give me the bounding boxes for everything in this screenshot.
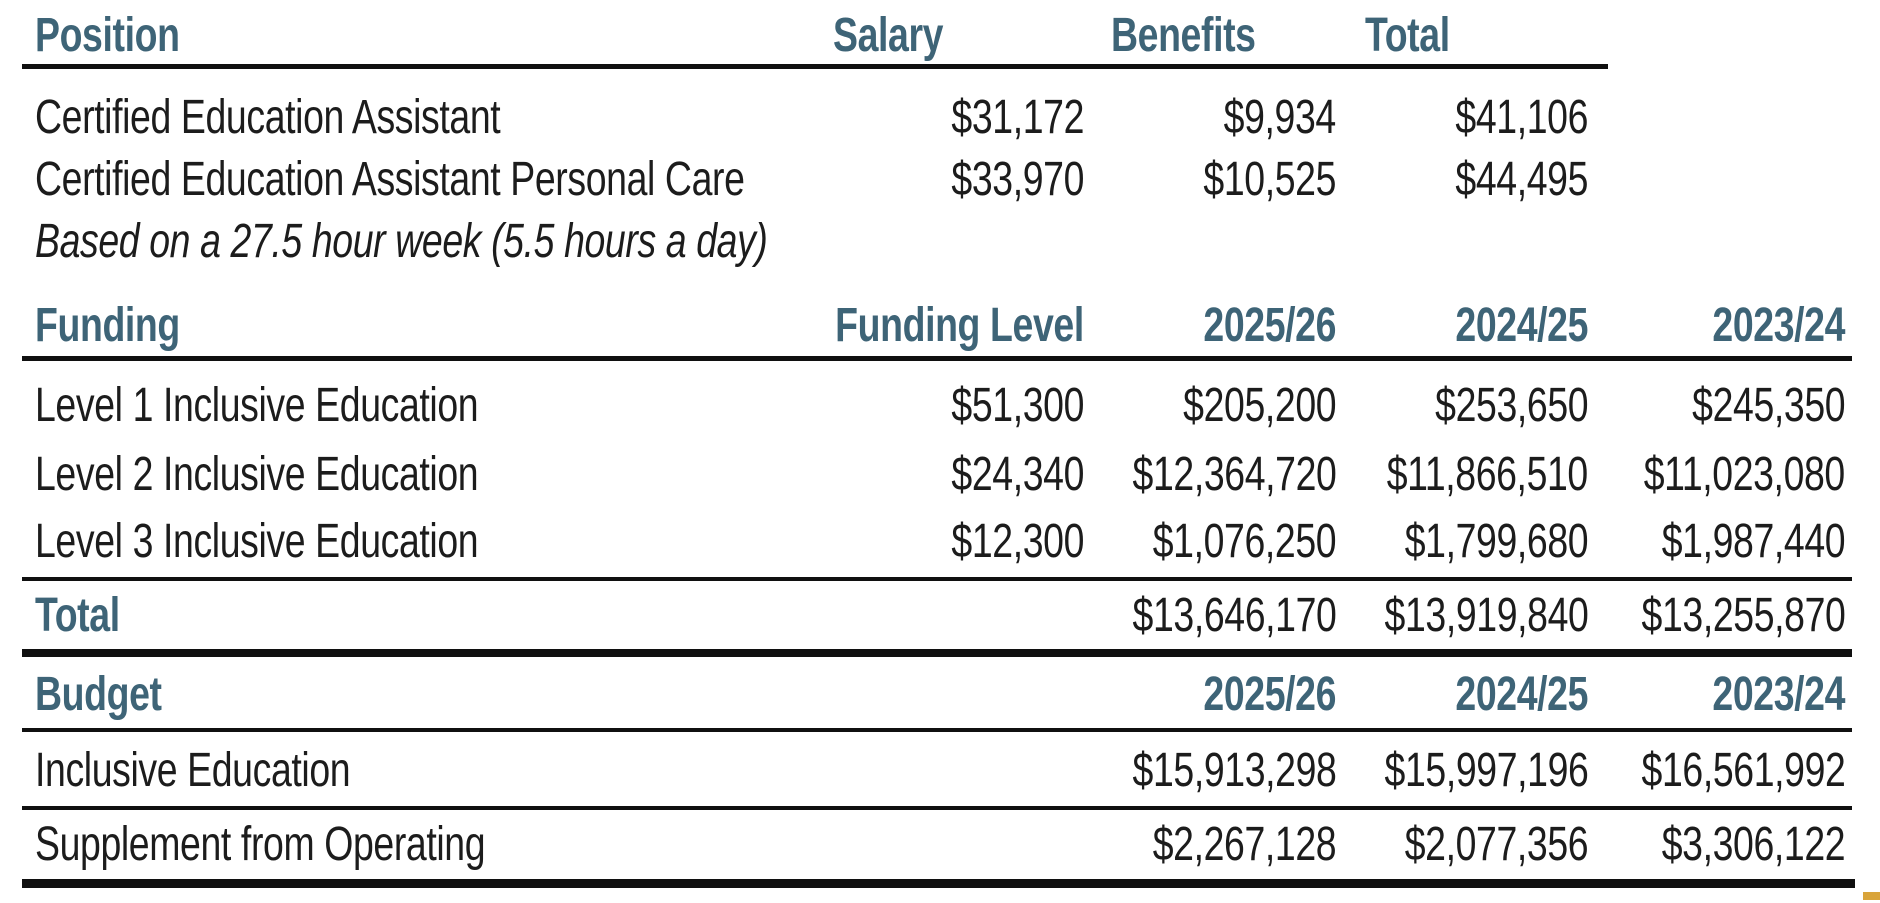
funding-level-value: $12,300 (951, 514, 1084, 568)
budget-middle-rule (22, 806, 1852, 810)
year-2025-26-value: $205,200 (1182, 378, 1336, 432)
total-header: Total (1365, 8, 1450, 62)
year-2025-26-value: $1,076,250 (1152, 514, 1337, 568)
funding-header: Funding (35, 298, 180, 352)
budget-header-rule (22, 728, 1852, 732)
year-2023-24-value: $1,987,440 (1661, 514, 1846, 568)
year-2025-26-value: $12,364,720 (1132, 447, 1336, 501)
year-2023-24-value: $3,306,122 (1661, 817, 1846, 871)
budget-header: Budget (35, 667, 162, 721)
total-value: $41,106 (1455, 90, 1588, 144)
position-header-rule (22, 64, 1608, 69)
year-2024-25-header: 2024/25 (1455, 667, 1588, 721)
funding-label: Level 1 Inclusive Education (35, 378, 479, 432)
funding-header-rule (22, 356, 1852, 361)
year-2024-25-value: $15,997,196 (1384, 743, 1588, 797)
budget-header-row: Budget 2025/26 2024/25 2023/24 (0, 664, 1880, 724)
year-2025-26-header: 2025/26 (1203, 298, 1336, 352)
benefits-value: $9,934 (1223, 90, 1337, 144)
year-2025-26-header: 2025/26 (1203, 667, 1336, 721)
funding-total-label: Total (35, 588, 120, 642)
year-2024-25-total: $13,919,840 (1384, 588, 1588, 642)
year-2025-26-value: $2,267,128 (1152, 817, 1337, 871)
gold-corner-mark (1863, 892, 1880, 900)
funding-total-rule (22, 577, 1852, 581)
table-row-level-2: Level 2 Inclusive Education $24,340 $12,… (0, 440, 1880, 508)
year-2023-24-total: $13,255,870 (1641, 588, 1845, 642)
salary-value: $31,172 (951, 90, 1084, 144)
table-row-cea-personal-care: Certified Education Assistant Personal C… (0, 148, 1880, 210)
year-2025-26-value: $15,913,298 (1132, 743, 1336, 797)
hours-note: Based on a 27.5 hour week (5.5 hours a d… (35, 214, 768, 268)
funding-label: Level 2 Inclusive Education (35, 447, 479, 501)
position-header: Position (35, 8, 180, 62)
year-2023-24-value: $245,350 (1691, 378, 1845, 432)
funding-level-value: $51,300 (951, 378, 1084, 432)
year-2024-25-value: $2,077,356 (1404, 817, 1589, 871)
funding-bottom-rule (22, 649, 1852, 657)
year-2025-26-total: $13,646,170 (1132, 588, 1336, 642)
year-2024-25-value: $11,866,510 (1386, 447, 1589, 501)
funding-total-row: Total $13,646,170 $13,919,840 $13,255,87… (0, 583, 1880, 647)
year-2023-24-value: $16,561,992 (1641, 743, 1845, 797)
position-label: Certified Education Assistant Personal C… (35, 152, 745, 206)
table-row-level-1: Level 1 Inclusive Education $51,300 $205… (0, 372, 1880, 438)
table-row-inclusive-education: Inclusive Education $15,913,298 $15,997,… (0, 736, 1880, 804)
funding-level-value: $24,340 (951, 447, 1084, 501)
funding-label: Level 3 Inclusive Education (35, 514, 479, 568)
table-row-cea: Certified Education Assistant $31,172 $9… (0, 86, 1880, 148)
budget-label: Inclusive Education (35, 743, 351, 797)
budget-label: Supplement from Operating (35, 817, 486, 871)
salary-value: $33,970 (951, 152, 1084, 206)
year-2023-24-header: 2023/24 (1712, 298, 1845, 352)
year-2023-24-value: $11,023,080 (1643, 447, 1846, 501)
year-2023-24-header: 2023/24 (1712, 667, 1845, 721)
benefits-value: $10,525 (1203, 152, 1336, 206)
year-2024-25-value: $1,799,680 (1404, 514, 1589, 568)
hours-note-row: Based on a 27.5 hour week (5.5 hours a d… (0, 210, 1880, 272)
benefits-header: Benefits (1111, 8, 1256, 62)
position-header-row: Position Salary Benefits Total (0, 6, 1880, 64)
funding-level-header: Funding Level (835, 298, 1084, 352)
year-2024-25-header: 2024/25 (1455, 298, 1588, 352)
table-row-level-3: Level 3 Inclusive Education $12,300 $1,0… (0, 508, 1880, 574)
budget-bottom-rule (22, 879, 1855, 888)
total-value: $44,495 (1455, 152, 1588, 206)
position-label: Certified Education Assistant (35, 90, 501, 144)
table-row-supplement-operating: Supplement from Operating $2,267,128 $2,… (0, 812, 1880, 876)
funding-header-row: Funding Funding Level 2025/26 2024/25 20… (0, 296, 1880, 354)
year-2024-25-value: $253,650 (1434, 378, 1588, 432)
salary-header: Salary (833, 8, 944, 62)
